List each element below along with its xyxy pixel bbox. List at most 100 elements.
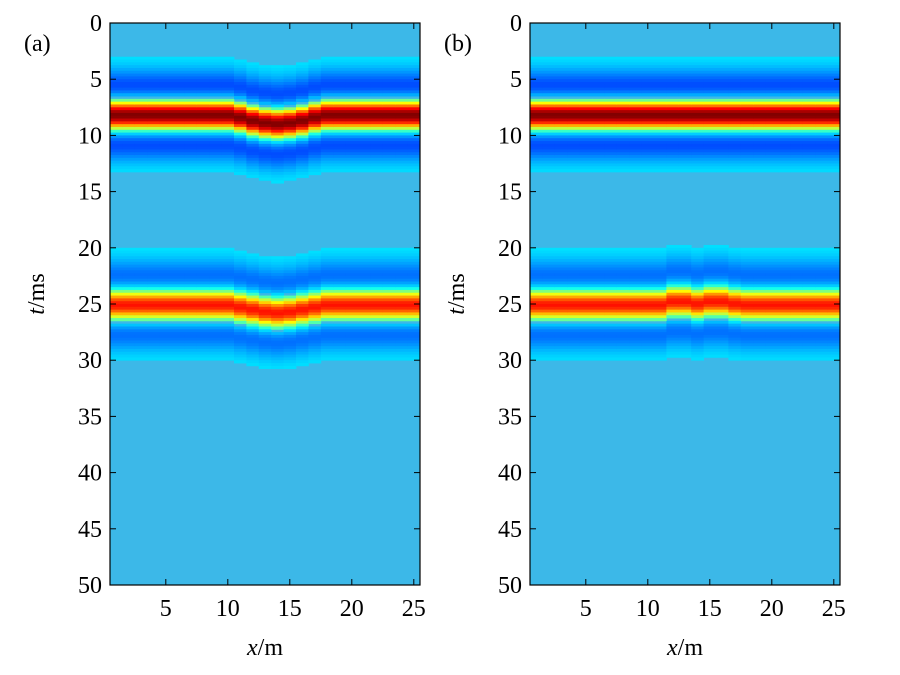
heatmap-cell: [134, 259, 148, 263]
heatmap-cell: [554, 132, 568, 136]
heatmap-cell: [159, 259, 173, 263]
heatmap-cell: [320, 146, 334, 150]
heatmap-cell: [616, 169, 630, 173]
heatmap-cell: [234, 84, 247, 89]
heatmap-cell: [691, 326, 704, 330]
heatmap-cell: [567, 90, 580, 94]
heatmap-cell: [592, 261, 605, 266]
heatmap-cell: [159, 273, 173, 277]
heatmap-cell: [271, 256, 284, 260]
heatmap-cell: [802, 348, 816, 353]
heatmap-cell: [320, 163, 334, 167]
heatmap-cell: [629, 337, 642, 341]
heatmap-cell: [407, 270, 421, 274]
heatmap-cell: [740, 112, 754, 117]
heatmap-cell: [542, 132, 556, 136]
heatmap-cell: [728, 329, 742, 333]
heatmap-cell: [172, 289, 185, 294]
heatmap-cell: [196, 126, 210, 131]
heatmap-cell: [604, 138, 618, 142]
heatmap-cell: [530, 323, 543, 327]
heatmap-cell: [802, 261, 816, 266]
heatmap-cell: [691, 107, 704, 111]
heatmap-cell: [333, 323, 346, 327]
heatmap-cell: [778, 357, 791, 361]
heatmap-cell: [134, 275, 148, 280]
heatmap-cell: [592, 340, 605, 344]
heatmap-cell: [320, 337, 334, 341]
heatmap-cell: [592, 287, 605, 291]
heatmap-cell: [209, 351, 222, 355]
heatmap-cell: [147, 132, 160, 136]
heatmap-cell: [134, 287, 148, 291]
heatmap-cell: [345, 326, 359, 330]
heatmap-cell: [234, 70, 247, 74]
heatmap-cell: [592, 129, 605, 133]
heatmap-cell: [172, 62, 185, 66]
heatmap-cell: [382, 284, 396, 288]
heatmap-cell: [765, 306, 779, 311]
heatmap-cell: [134, 261, 148, 266]
heatmap-cell: [802, 101, 816, 105]
heatmap-cell: [283, 112, 297, 117]
heatmap-cell: [740, 152, 754, 156]
heatmap-cell: [296, 98, 309, 103]
heatmap-cell: [728, 332, 742, 336]
heatmap-cell: [209, 261, 222, 266]
heatmap-cell: [110, 354, 123, 358]
heatmap-cell: [592, 304, 605, 308]
heatmap-cell: [790, 67, 804, 72]
heatmap-cell: [716, 104, 729, 108]
heatmap-cell: [740, 93, 754, 97]
heatmap-cell: [654, 312, 667, 316]
heatmap-cell: [691, 315, 704, 319]
heatmap-cell: [629, 261, 642, 266]
heatmap-cell: [246, 129, 260, 133]
heatmap-cell: [678, 315, 692, 319]
heatmap-cell: [308, 93, 322, 97]
heatmap-cell: [716, 115, 729, 119]
heatmap-cell: [678, 306, 692, 311]
heatmap-cell: [370, 323, 384, 327]
heatmap-cell: [407, 118, 421, 122]
heatmap-cell: [382, 253, 396, 257]
heatmap-cell: [530, 138, 543, 142]
heatmap-cell: [333, 256, 346, 260]
heatmap-cell: [691, 104, 704, 108]
heatmap-cell: [554, 118, 568, 122]
heatmap-cell: [703, 256, 717, 260]
heatmap-cell: [666, 79, 680, 83]
heatmap-cell: [283, 301, 297, 305]
heatmap-cell: [554, 65, 568, 69]
heatmap-cell: [370, 82, 384, 86]
heatmap-cell: [308, 298, 322, 302]
heatmap-cell: [815, 247, 828, 252]
heatmap-cell: [345, 270, 359, 274]
heatmap-cell: [122, 287, 136, 291]
heatmap-cell: [827, 98, 841, 103]
heatmap-cell: [209, 298, 222, 302]
heatmap-cell: [308, 169, 322, 173]
heatmap-cell: [134, 357, 148, 361]
heatmap-cell: [654, 104, 667, 108]
heatmap-cell: [345, 126, 359, 131]
heatmap-cell: [308, 110, 322, 114]
heatmap-cell: [542, 354, 556, 358]
heatmap-cell: [641, 348, 655, 353]
heatmap-cell: [802, 315, 816, 319]
heatmap-cell: [234, 132, 247, 136]
heatmap-cell: [271, 343, 284, 347]
heatmap-cell: [172, 67, 185, 72]
heatmap-cell: [196, 340, 210, 344]
heatmap-cell: [333, 82, 346, 86]
heatmap-cell: [246, 149, 260, 153]
heatmap-cell: [370, 318, 384, 322]
heatmap-cell: [815, 298, 828, 302]
heatmap-cell: [740, 354, 754, 358]
heatmap-cell: [604, 337, 618, 341]
heatmap-cell: [196, 298, 210, 302]
heatmap-cell: [320, 76, 334, 80]
heatmap-cell: [753, 289, 766, 294]
heatmap-cell: [567, 62, 580, 66]
heatmap-cell: [296, 174, 309, 178]
